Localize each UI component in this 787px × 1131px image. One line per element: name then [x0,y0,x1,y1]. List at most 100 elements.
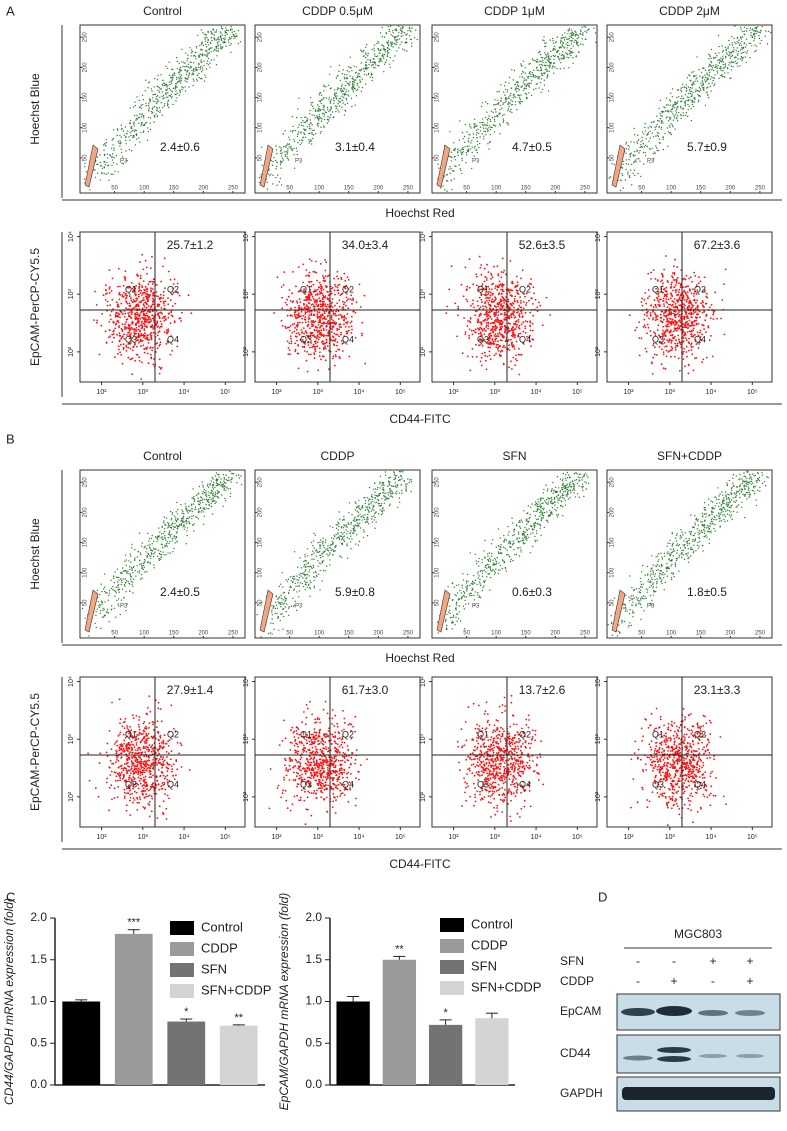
event-dot [530,82,532,84]
event-dot [224,32,226,34]
event-dot [489,134,491,136]
event-dot [715,65,717,68]
event-dot [508,82,510,85]
event-dot [761,25,763,28]
event-dot [389,56,391,59]
event-dot [116,305,119,308]
event-dot [330,106,332,108]
event-dot [745,30,748,32]
event-dot [501,350,504,352]
event-dot [334,340,337,342]
event-dot [316,124,318,126]
event-dot [485,313,487,316]
event-dot [565,36,567,38]
event-dot [533,292,535,295]
event-dot [143,299,145,301]
event-dot [138,360,141,362]
event-dot [498,292,501,295]
event-dot [662,297,665,300]
event-dot [316,341,319,344]
event-dot [351,70,353,72]
event-dot [559,42,562,44]
event-dot [501,325,504,328]
event-dot [141,320,143,323]
event-dot [132,129,134,131]
event-dot [514,320,517,323]
event-dot [367,52,369,55]
event-dot [646,145,648,148]
event-dot [644,292,647,294]
event-dot [471,151,473,154]
x-tick-label: 150 [696,186,707,192]
event-dot [108,329,111,331]
event-dot [351,299,353,301]
event-dot [101,173,103,175]
event-dot [113,149,115,151]
event-dot [307,310,309,313]
event-dot [529,324,531,327]
event-dot [272,174,274,176]
event-dot [338,105,341,107]
event-dot [515,275,518,278]
event-dot [346,331,349,333]
event-dot [309,126,311,128]
event-dot [336,270,339,273]
event-dot [707,94,709,96]
event-dot [677,115,679,117]
event-dot [160,88,162,90]
condition-title: CDDP 2μM [659,4,720,18]
event-dot [131,130,133,132]
event-dot [145,297,148,300]
event-dot [691,95,693,98]
event-dot [260,146,263,148]
event-dot [170,77,172,79]
event-dot [383,46,385,48]
event-dot [147,283,150,286]
event-dot [396,36,398,38]
event-dot [360,68,363,70]
event-dot [730,60,732,62]
event-dot [174,302,177,305]
event-dot [355,301,358,304]
event-dot [106,161,108,164]
event-dot [658,120,660,122]
event-dot [500,97,502,99]
event-dot [297,345,300,347]
event-dot [296,150,298,152]
event-dot [683,299,686,301]
event-dot [329,88,332,90]
event-dot [727,72,729,74]
event-dot [649,130,651,132]
event-dot [494,120,496,123]
event-dot [576,40,578,43]
event-dot [544,68,547,71]
event-dot [296,352,299,355]
event-dot [208,52,210,54]
event-dot [701,80,704,82]
event-dot [463,135,466,138]
event-dot [650,121,653,124]
x-tick-label: 100 [666,186,677,192]
event-dot [187,294,190,297]
event-dot [211,47,213,49]
event-dot [550,50,552,53]
event-dot [328,110,330,113]
event-dot [483,351,486,354]
event-dot [228,41,230,43]
event-dot [338,111,340,113]
event-dot [335,110,337,113]
event-dot [568,30,570,32]
event-dot [386,47,389,49]
event-dot [730,52,733,54]
event-dot [152,100,154,102]
event-dot [654,304,657,307]
event-dot [291,315,294,317]
event-dot [689,90,691,92]
event-dot [478,146,480,149]
event-dot [149,311,152,313]
event-dot [103,149,105,151]
event-dot [680,89,682,91]
event-dot [572,37,574,40]
event-dot [508,329,510,332]
event-dot [170,97,173,99]
